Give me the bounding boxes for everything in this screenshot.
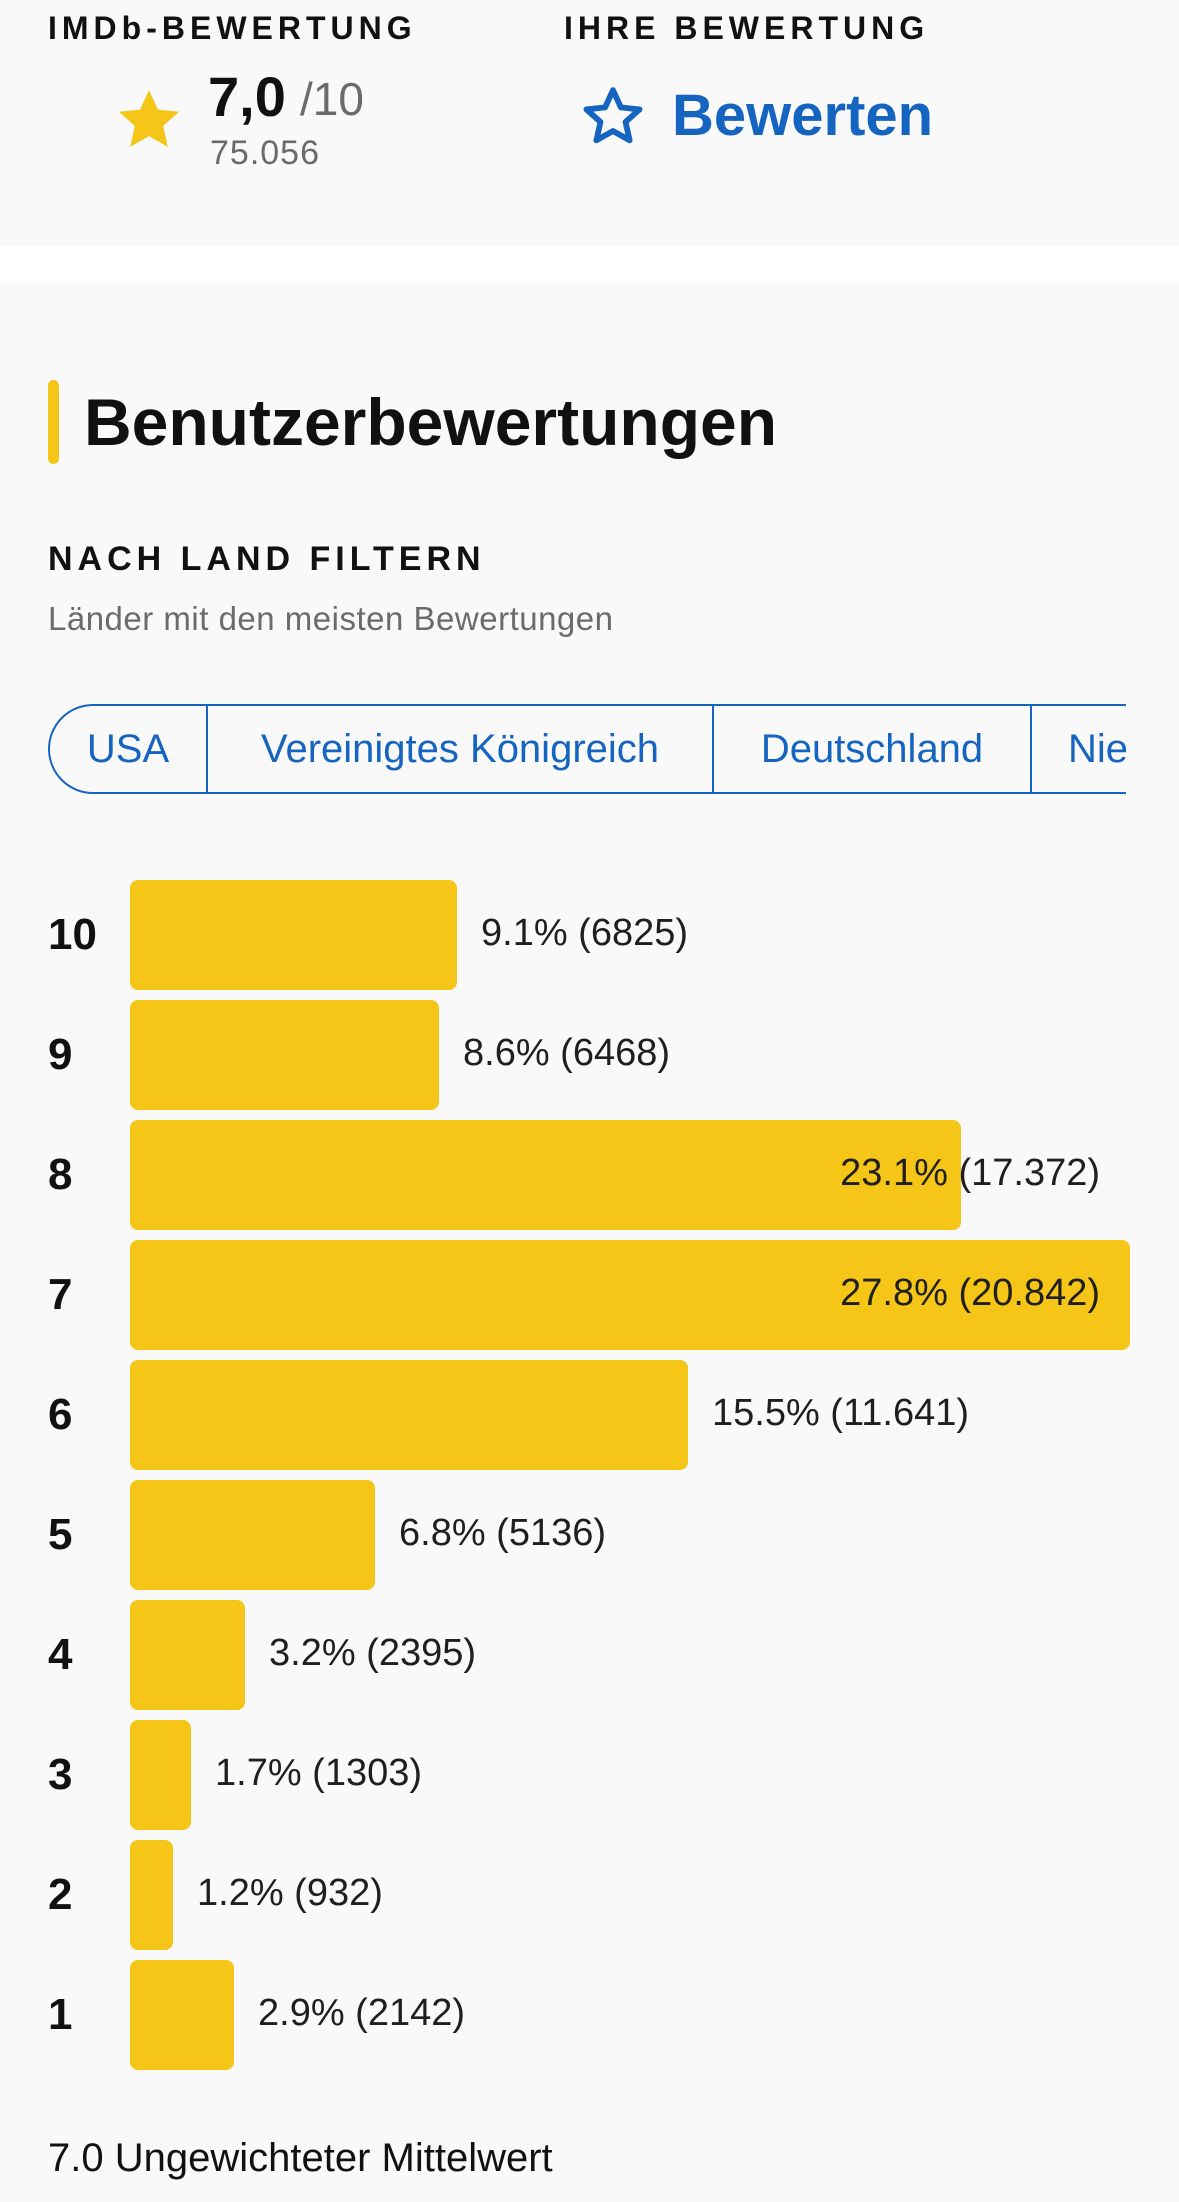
rating-1-bar [130, 1960, 234, 2070]
rating-4-label: 4 [48, 1630, 73, 1679]
rating-2-label: 2 [48, 1870, 73, 1919]
rating-5-label: 5 [48, 1510, 73, 1559]
star-outline-icon[interactable] [578, 82, 648, 152]
section-divider [0, 246, 1179, 284]
rating-1-value: 2.9% (2142) [258, 1992, 466, 2034]
your-rating-label: IHRE BEWERTUNG [564, 10, 930, 46]
imdb-rating-label: IMDb-BEWERTUNG [48, 10, 417, 46]
rating-1-label: 1 [48, 1990, 73, 2039]
rating-4-bar [130, 1600, 245, 1710]
rating-5-bar [130, 1480, 375, 1590]
rating-7-value: 27.8% (20.842) [840, 1272, 1100, 1314]
imdb-rating-value: 7,0 [208, 65, 286, 128]
rating-10-bar [130, 880, 457, 990]
imdb-rating-count: 75.056 [210, 134, 320, 172]
filter-heading: NACH LAND FILTERN [48, 540, 486, 578]
section-accent-bar [48, 380, 59, 464]
rating-3-bar [130, 1720, 191, 1830]
country-filter-chips[interactable]: USA Vereinigtes Königreich Deutschland N… [48, 704, 1126, 794]
rating-2-value: 1.2% (932) [197, 1872, 383, 1914]
rating-10-label: 10 [48, 910, 97, 959]
rating-8-value: 23.1% (17.372) [840, 1152, 1100, 1194]
rating-7-label: 7 [48, 1270, 73, 1319]
rate-button[interactable]: Bewerten [672, 83, 934, 148]
unweighted-mean: 7.0 Ungewichteter Mittelwert [48, 2136, 553, 2180]
rating-10-value: 9.1% (6825) [481, 912, 689, 954]
rating-9-label: 9 [48, 1030, 73, 1079]
rating-5-value: 6.8% (5136) [399, 1512, 607, 1554]
rating-9-bar [130, 1000, 439, 1110]
filter-subtitle: Länder mit den meisten Bewertungen [48, 600, 614, 637]
chip-vereinigtes-koenigreich[interactable]: Vereinigtes Königreich [208, 704, 714, 794]
imdb-rating-max: /10 [300, 73, 364, 125]
rating-7-bar [130, 1240, 1130, 1350]
rating-header: IMDb-BEWERTUNG IHRE BEWERTUNG 7,0 /10 75… [0, 0, 1179, 246]
rating-8-label: 8 [48, 1150, 73, 1199]
chip-niederlande[interactable]: Nie [1032, 704, 1126, 794]
section-title: Benutzerbewertungen [84, 385, 778, 459]
chip-deutschland[interactable]: Deutschland [714, 704, 1032, 794]
rating-distribution-chart: 10 9.1% (6825) 9 8.6% (6468) 8 23.1% (17.372)… [0, 880, 1179, 2120]
rating-9-value: 8.6% (6468) [463, 1032, 671, 1074]
rating-4-value: 3.2% (2395) [269, 1632, 477, 1674]
rating-6-value: 15.5% (11.641) [712, 1392, 970, 1434]
rating-3-label: 3 [48, 1750, 73, 1799]
chip-usa[interactable]: USA [48, 704, 208, 794]
rating-3-value: 1.7% (1303) [215, 1752, 423, 1794]
rating-6-label: 6 [48, 1390, 73, 1439]
rating-6-bar [130, 1360, 688, 1470]
rating-8-bar [130, 1120, 961, 1230]
star-filled-icon [118, 90, 180, 147]
rating-2-bar [130, 1840, 173, 1950]
